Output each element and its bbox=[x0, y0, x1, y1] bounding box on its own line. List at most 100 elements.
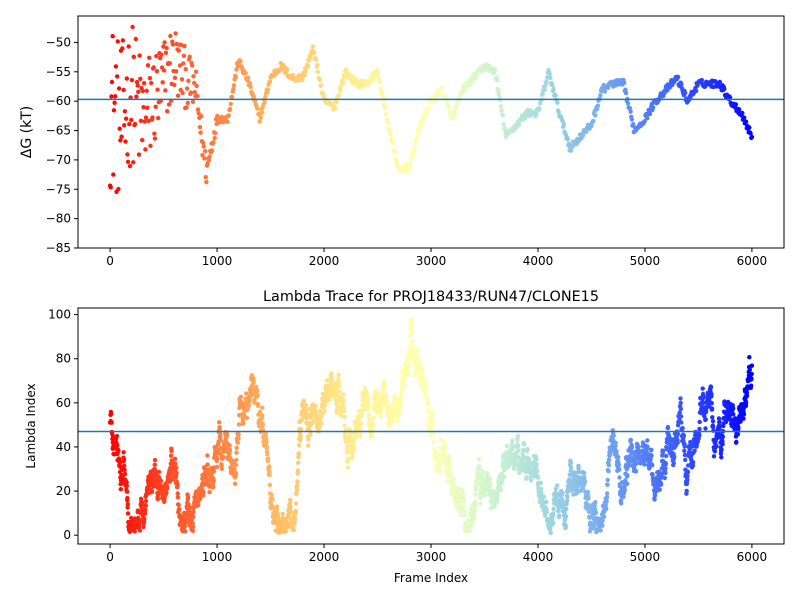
lambda-point bbox=[175, 483, 180, 488]
y-tick-label: 20 bbox=[56, 484, 71, 498]
delta-g-point bbox=[321, 91, 326, 97]
lambda-point bbox=[476, 456, 482, 462]
lambda-point bbox=[117, 460, 122, 465]
delta-g-point bbox=[333, 106, 338, 111]
lambda-point bbox=[313, 409, 318, 415]
lambda-point bbox=[600, 518, 605, 523]
lambda-point bbox=[482, 493, 487, 498]
lambda-point bbox=[564, 501, 569, 507]
delta-g-point bbox=[302, 73, 307, 78]
lambda-point bbox=[124, 483, 129, 489]
lambda-point bbox=[535, 468, 540, 474]
lambda-point bbox=[629, 445, 635, 450]
lambda-point bbox=[359, 421, 364, 426]
lambda-point bbox=[399, 388, 405, 393]
lambda-point bbox=[390, 419, 395, 424]
lambda-point bbox=[352, 445, 357, 451]
lambda-point bbox=[341, 398, 346, 403]
delta-g-point bbox=[727, 95, 733, 100]
lambda-point bbox=[385, 407, 391, 412]
delta-g-x-ticks: 0 1000 2000 3000 4000 5000 6000 bbox=[106, 248, 767, 268]
delta-g-point bbox=[693, 88, 699, 94]
lambda-point bbox=[255, 403, 261, 409]
lambda-point bbox=[606, 457, 612, 462]
lambda-point bbox=[694, 442, 699, 448]
lambda-point bbox=[267, 472, 272, 478]
lambda-point bbox=[720, 441, 725, 447]
lambda-point bbox=[122, 463, 127, 468]
delta-g-point bbox=[545, 75, 550, 80]
lambda-point bbox=[207, 490, 212, 495]
delta-g-point bbox=[167, 61, 172, 66]
lambda-point bbox=[671, 460, 676, 466]
lambda-point bbox=[295, 479, 300, 484]
lambda-point bbox=[525, 447, 530, 452]
delta-g-point bbox=[158, 55, 163, 61]
delta-g-point bbox=[226, 113, 231, 118]
lambda-point bbox=[437, 469, 443, 475]
lambda-point bbox=[568, 460, 574, 465]
lambda-point bbox=[509, 438, 515, 443]
delta-g-point bbox=[150, 115, 155, 120]
lambda-point bbox=[678, 400, 683, 406]
lambda-point bbox=[709, 392, 714, 397]
lambda-point bbox=[155, 496, 160, 502]
delta-g-point bbox=[699, 77, 704, 83]
y-tick-label: 80 bbox=[56, 352, 71, 366]
delta-g-point bbox=[163, 50, 169, 55]
delta-g-point bbox=[310, 44, 316, 49]
lambda-point bbox=[544, 499, 549, 505]
lambda-point bbox=[143, 498, 149, 504]
lambda-point bbox=[227, 447, 233, 452]
lambda-point bbox=[716, 416, 722, 421]
lambda-point bbox=[252, 400, 257, 405]
delta-g-point bbox=[260, 110, 265, 115]
lambda-point bbox=[384, 398, 389, 403]
delta-g-point bbox=[537, 106, 542, 112]
lambda-point bbox=[329, 371, 334, 376]
delta-g-point bbox=[553, 93, 558, 98]
delta-g-point bbox=[213, 130, 218, 136]
lambda-point bbox=[430, 412, 435, 418]
lambda-point bbox=[326, 397, 332, 403]
delta-g-point bbox=[238, 59, 243, 64]
lambda-point bbox=[500, 478, 505, 483]
delta-g-point bbox=[315, 62, 320, 68]
delta-g-point bbox=[140, 88, 145, 94]
lambda-point bbox=[688, 446, 693, 451]
lambda-point bbox=[678, 406, 684, 412]
delta-g-point bbox=[231, 87, 236, 92]
lambda-point bbox=[703, 417, 708, 422]
delta-g-point bbox=[202, 149, 208, 154]
y-tick-label: −70 bbox=[46, 153, 71, 167]
lambda-point bbox=[341, 408, 347, 414]
lambda-point bbox=[306, 443, 311, 448]
lambda-point bbox=[679, 420, 684, 425]
delta-g-point bbox=[243, 70, 248, 76]
delta-g-point bbox=[195, 107, 201, 112]
lambda-point bbox=[649, 453, 654, 458]
lambda-point bbox=[604, 499, 609, 504]
delta-g-point bbox=[303, 69, 308, 75]
lambda-point bbox=[682, 448, 687, 453]
lambda-point bbox=[233, 462, 239, 468]
lambda-point bbox=[749, 363, 755, 368]
delta-g-point bbox=[204, 179, 209, 185]
delta-g-point bbox=[129, 117, 134, 123]
lambda-point bbox=[115, 443, 120, 448]
lambda-point bbox=[534, 462, 539, 467]
lambda-point bbox=[741, 416, 746, 421]
lambda-point bbox=[285, 521, 290, 526]
x-tick-label: 0 bbox=[106, 254, 114, 268]
delta-g-point bbox=[144, 88, 149, 94]
lambda-point bbox=[155, 491, 161, 497]
y-tick-label: 60 bbox=[56, 396, 71, 410]
lambda-point bbox=[607, 452, 613, 457]
lambda-point bbox=[282, 516, 287, 522]
delta-g-point bbox=[134, 79, 140, 85]
delta-g-point bbox=[383, 112, 389, 117]
lambda-point bbox=[576, 469, 581, 475]
lambda-point bbox=[682, 444, 687, 449]
delta-g-point bbox=[137, 53, 142, 58]
lambda-point bbox=[703, 409, 709, 414]
